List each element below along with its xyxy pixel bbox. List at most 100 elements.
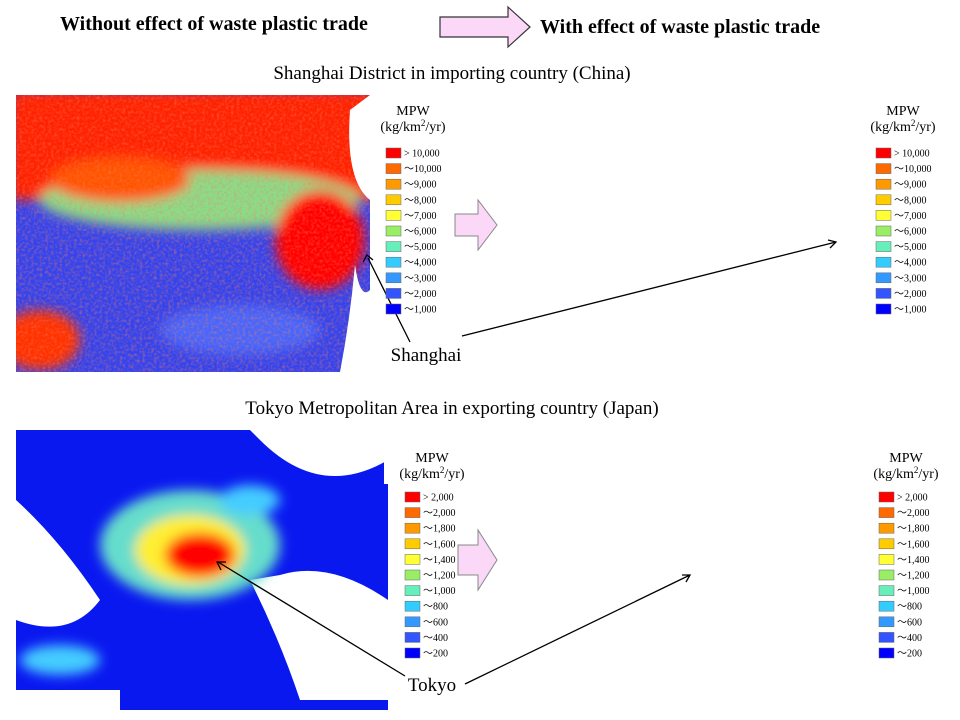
legend-swatch	[878, 569, 895, 581]
legend-label: ～4,000	[404, 258, 437, 269]
place-label: Shanghai	[391, 345, 462, 366]
place-label: Tokyo	[408, 675, 456, 696]
pointers	[215, 239, 838, 685]
legend-swatch	[878, 616, 895, 628]
legend-swatch	[875, 225, 892, 237]
legend-title: MPW	[886, 104, 920, 119]
legend-swatch	[404, 507, 421, 518]
legend-label: ～1,600	[897, 539, 930, 550]
legend-label: ～800	[423, 602, 448, 613]
legend-swatch	[385, 194, 402, 206]
legend-label: ～2,000	[894, 289, 927, 300]
legend-bg	[858, 448, 954, 484]
legend-swatch	[875, 210, 892, 221]
legend-bg	[365, 101, 461, 137]
unit-suffix: /yr)	[444, 467, 465, 482]
section-title: Shanghai District in importing country (…	[273, 63, 630, 84]
legend-label: ～2,000	[404, 289, 437, 300]
legend-swatch	[875, 303, 892, 315]
map-japan-with	[494, 430, 866, 710]
unit-sup: 2	[440, 465, 445, 475]
legend-label: ～600	[423, 617, 448, 628]
header-arrow	[439, 5, 531, 49]
legend-label: ～1,000	[423, 586, 456, 597]
unit-suffix: /yr)	[918, 467, 939, 482]
legend-unit: (kg/km2/yr)	[399, 465, 465, 482]
legend-swatch	[878, 632, 895, 643]
legend-swatch	[404, 538, 421, 550]
legend-label: > 2,000	[897, 493, 928, 504]
legend-swatch	[875, 256, 892, 268]
legend-swatch	[385, 272, 402, 284]
legend-swatch	[878, 522, 895, 534]
legend-swatch	[404, 632, 421, 643]
legend-swatch	[385, 225, 402, 237]
header-left: Without effect of waste plastic trade	[60, 13, 368, 35]
legend-swatch	[875, 272, 892, 284]
legend-swatch	[385, 210, 402, 221]
legend-swatch	[404, 600, 421, 612]
legend-label: ～1,200	[897, 571, 930, 582]
legend-swatch	[404, 491, 421, 503]
legend-swatch	[878, 554, 895, 565]
legend-swatch	[875, 241, 892, 252]
legend-label: ～6,000	[404, 227, 437, 238]
section-title: Tokyo Metropolitan Area in exporting cou…	[245, 398, 658, 419]
legend-swatch	[878, 491, 895, 503]
legend-swatch	[385, 303, 402, 315]
legend-unit: (kg/km2/yr)	[873, 465, 939, 482]
unit-prefix: (kg/km	[873, 467, 914, 482]
label-box	[395, 668, 470, 698]
legend-label: ～4,000	[894, 258, 927, 269]
legend-label: ～200	[897, 649, 922, 660]
legend-label: ～8,000	[894, 195, 927, 206]
legend-label: ～600	[897, 617, 922, 628]
legend-swatch	[875, 147, 892, 159]
legend-label: ～6,000	[894, 227, 927, 238]
legend-label: ～1,800	[897, 524, 930, 535]
legend-label: ～8,000	[404, 195, 437, 206]
legend-swatch	[878, 647, 895, 659]
unit-prefix: (kg/km	[380, 120, 421, 135]
label-box	[380, 338, 472, 368]
legend-label: ～5,000	[404, 242, 437, 253]
unit-sup: 2	[421, 118, 426, 128]
legend-label: ～1,800	[423, 524, 456, 535]
legend-title: MPW	[415, 451, 449, 466]
legend-label: ～9,000	[404, 180, 437, 191]
legend-label: ～200	[423, 649, 448, 660]
legend-swatch	[404, 522, 421, 534]
legend-swatch	[875, 288, 892, 299]
legend-label: ～2,000	[897, 508, 930, 519]
legend-swatch	[878, 538, 895, 550]
legend-label: ～5,000	[894, 242, 927, 253]
legend-label: ～7,000	[894, 211, 927, 222]
legend-swatch	[875, 178, 892, 190]
legend-label: ～400	[897, 633, 922, 644]
legend-label: ～10,000	[404, 164, 442, 175]
legend-label: ～1,000	[897, 586, 930, 597]
map-japan-without	[16, 430, 388, 710]
legend-label: > 10,000	[404, 149, 440, 160]
legend-label: ～10,000	[894, 164, 932, 175]
legend-label: ～1,200	[423, 571, 456, 582]
legend-swatch	[385, 288, 402, 299]
legend-label: ～800	[897, 602, 922, 613]
legend-label: ～1,400	[897, 555, 930, 566]
legend-title: MPW	[396, 104, 430, 119]
legend-swatch	[385, 256, 402, 268]
legend-swatch	[875, 163, 892, 174]
mid-arrow	[454, 198, 498, 252]
unit-prefix: (kg/km	[399, 467, 440, 482]
legend-unit: (kg/km2/yr)	[380, 118, 446, 135]
legend-unit: (kg/km2/yr)	[870, 118, 936, 135]
unit-suffix: /yr)	[915, 120, 936, 135]
legend-swatch	[404, 554, 421, 565]
legend-swatch	[875, 194, 892, 206]
legend-label: > 2,000	[423, 493, 454, 504]
legend-label: ～9,000	[894, 180, 927, 191]
legend-label: ～400	[423, 633, 448, 644]
legend-swatch	[385, 178, 402, 190]
